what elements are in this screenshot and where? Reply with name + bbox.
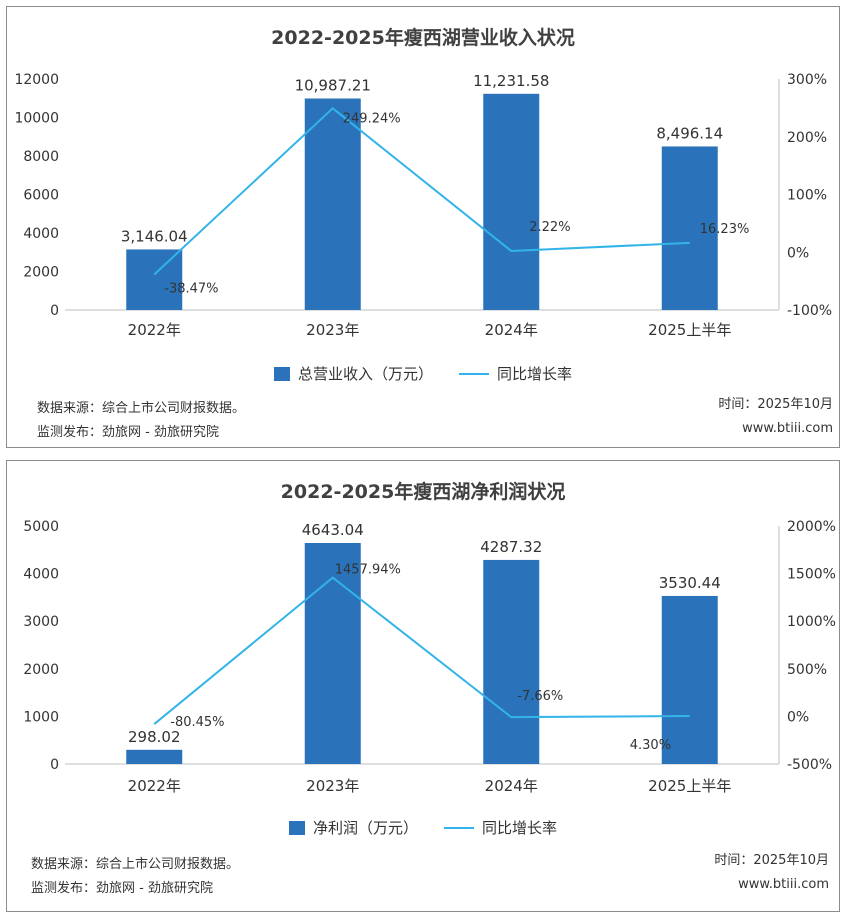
- x-tick-label: 2022年: [128, 777, 181, 795]
- bar-data-label: 3530.44: [659, 574, 721, 592]
- chart-title: 2022-2025年瘦西湖营业收入状况: [271, 27, 575, 49]
- bar-data-label: 8,496.14: [656, 124, 723, 142]
- bar-data-label: 4643.04: [302, 521, 364, 539]
- legend-bar-swatch: [288, 820, 305, 835]
- line-data-label: 1457.94%: [335, 563, 401, 578]
- revenue-chart-svg: 0 2000 4000 6000 8000 10000 12000 -100% 0% 100% 20…: [14, 72, 832, 339]
- legend-item-profit: 净利润（万元）: [288, 817, 418, 838]
- bar: [304, 542, 361, 764]
- growth-rate-line: [153, 576, 690, 725]
- growth-rate-line: [153, 106, 690, 276]
- y-tick-label: 2000: [23, 265, 59, 281]
- footnote-left: 数据来源：综合上市公司财报数据。 监测发布：劲旅网 - 劲旅研究院: [37, 397, 245, 445]
- website-note: www.btiii.com: [738, 877, 829, 892]
- y-tick-label: 0: [50, 757, 59, 773]
- line-data-label: -80.45%: [170, 715, 224, 730]
- bar-data-label: 11,231.58: [473, 72, 549, 90]
- bar-data-label: 298.02: [128, 728, 181, 746]
- y2-tick-label: 1000%: [787, 614, 836, 630]
- profit-chart-svg: 0 1000 2000 3000 4000 5000 -500% 0% 500% 1000% 150…: [23, 519, 836, 795]
- y-tick-label: 12000: [14, 72, 59, 88]
- line-data-label: 2.22%: [529, 220, 570, 235]
- publisher-note: 监测发布：劲旅网 - 劲旅研究院: [37, 425, 219, 440]
- y2-tick-label: -500%: [787, 757, 832, 773]
- legend-bar-swatch: [273, 366, 290, 381]
- bar-data-label: 3,146.04: [121, 227, 188, 245]
- legend-line-swatch: [459, 372, 489, 375]
- y-tick-label: 2000: [23, 662, 59, 678]
- line-data-label: -7.66%: [517, 689, 563, 704]
- y-tick-label: 0: [50, 303, 59, 319]
- line-data-label: -38.47%: [164, 281, 218, 296]
- x-tick-label: 2022年: [128, 321, 181, 339]
- bar: [126, 749, 183, 764]
- legend-item-growth: 同比增长率: [444, 817, 557, 838]
- y2-tick-label: 100%: [787, 188, 827, 204]
- y2-tick-label: 500%: [787, 662, 827, 678]
- bar: [126, 249, 183, 310]
- chart-legend: 总营业收入（万元） 同比增长率: [7, 363, 839, 384]
- y-tick-label: 4000: [23, 567, 59, 583]
- y2-tick-label: -100%: [787, 303, 832, 319]
- y2-tick-label: 300%: [787, 72, 827, 88]
- x-tick-label: 2024年: [485, 777, 538, 795]
- line-data-label: 4.30%: [630, 738, 671, 753]
- y2-tick-label: 0%: [787, 245, 809, 261]
- line-data-label: 249.24%: [343, 111, 401, 126]
- legend-line-swatch: [444, 826, 474, 829]
- bar: [661, 595, 718, 764]
- line-data-label: 16.23%: [700, 222, 750, 237]
- profit-chart-panel: 2022-2025年瘦西湖净利润状况 0 1000 2000 3000 4000 5000…: [6, 460, 840, 912]
- x-tick-label: 2023年: [306, 321, 359, 339]
- revenue-chart-panel: 2022-2025年瘦西湖营业收入状况 0 2000 4000 6000 8000 100…: [6, 6, 840, 448]
- bar-data-label: 10,987.21: [295, 76, 371, 94]
- bar: [661, 146, 718, 310]
- legend-item-growth: 同比增长率: [459, 363, 572, 384]
- y2-tick-label: 200%: [787, 130, 827, 146]
- legend-label-growth: 同比增长率: [497, 365, 573, 383]
- x-tick-label: 2024年: [485, 321, 538, 339]
- y-tick-label: 8000: [23, 149, 59, 165]
- chart-legend: 净利润（万元） 同比增长率: [7, 817, 839, 838]
- y-tick-label: 4000: [23, 226, 59, 242]
- time-note: 时间：2025年10月: [718, 397, 833, 412]
- footnote-right: 时间：2025年10月 www.btiii.com: [714, 849, 829, 897]
- x-tick-label: 2025上半年: [648, 321, 731, 339]
- website-note: www.btiii.com: [742, 421, 833, 436]
- y-tick-label: 10000: [14, 111, 59, 127]
- y2-tick-label: 1500%: [787, 567, 836, 583]
- data-source-note: 数据来源：综合上市公司财报数据。: [31, 857, 240, 872]
- legend-label-growth: 同比增长率: [482, 819, 558, 837]
- chart-title: 2022-2025年瘦西湖净利润状况: [280, 481, 566, 503]
- time-note: 时间：2025年10月: [714, 853, 829, 868]
- bar: [304, 98, 361, 310]
- y-tick-label: 5000: [23, 519, 59, 535]
- publisher-note: 监测发布：劲旅网 - 劲旅研究院: [31, 881, 213, 896]
- x-tick-label: 2023年: [306, 777, 359, 795]
- y-tick-label: 6000: [23, 188, 59, 204]
- bar-data-label: 4287.32: [480, 538, 542, 556]
- y-tick-label: 3000: [23, 614, 59, 630]
- bar: [483, 559, 540, 764]
- bar: [483, 93, 540, 310]
- legend-item-revenue: 总营业收入（万元）: [273, 363, 433, 384]
- x-tick-label: 2025上半年: [648, 777, 731, 795]
- legend-label-profit: 净利润（万元）: [312, 819, 418, 837]
- footnote-left: 数据来源：综合上市公司财报数据。 监测发布：劲旅网 - 劲旅研究院: [31, 853, 239, 901]
- data-source-note: 数据来源：综合上市公司财报数据。: [37, 401, 246, 416]
- legend-label-revenue: 总营业收入（万元）: [297, 365, 433, 383]
- footnote-right: 时间：2025年10月 www.btiii.com: [718, 393, 833, 441]
- y2-tick-label: 0%: [787, 709, 809, 725]
- y2-tick-label: 2000%: [787, 519, 836, 535]
- y-tick-label: 1000: [23, 709, 59, 725]
